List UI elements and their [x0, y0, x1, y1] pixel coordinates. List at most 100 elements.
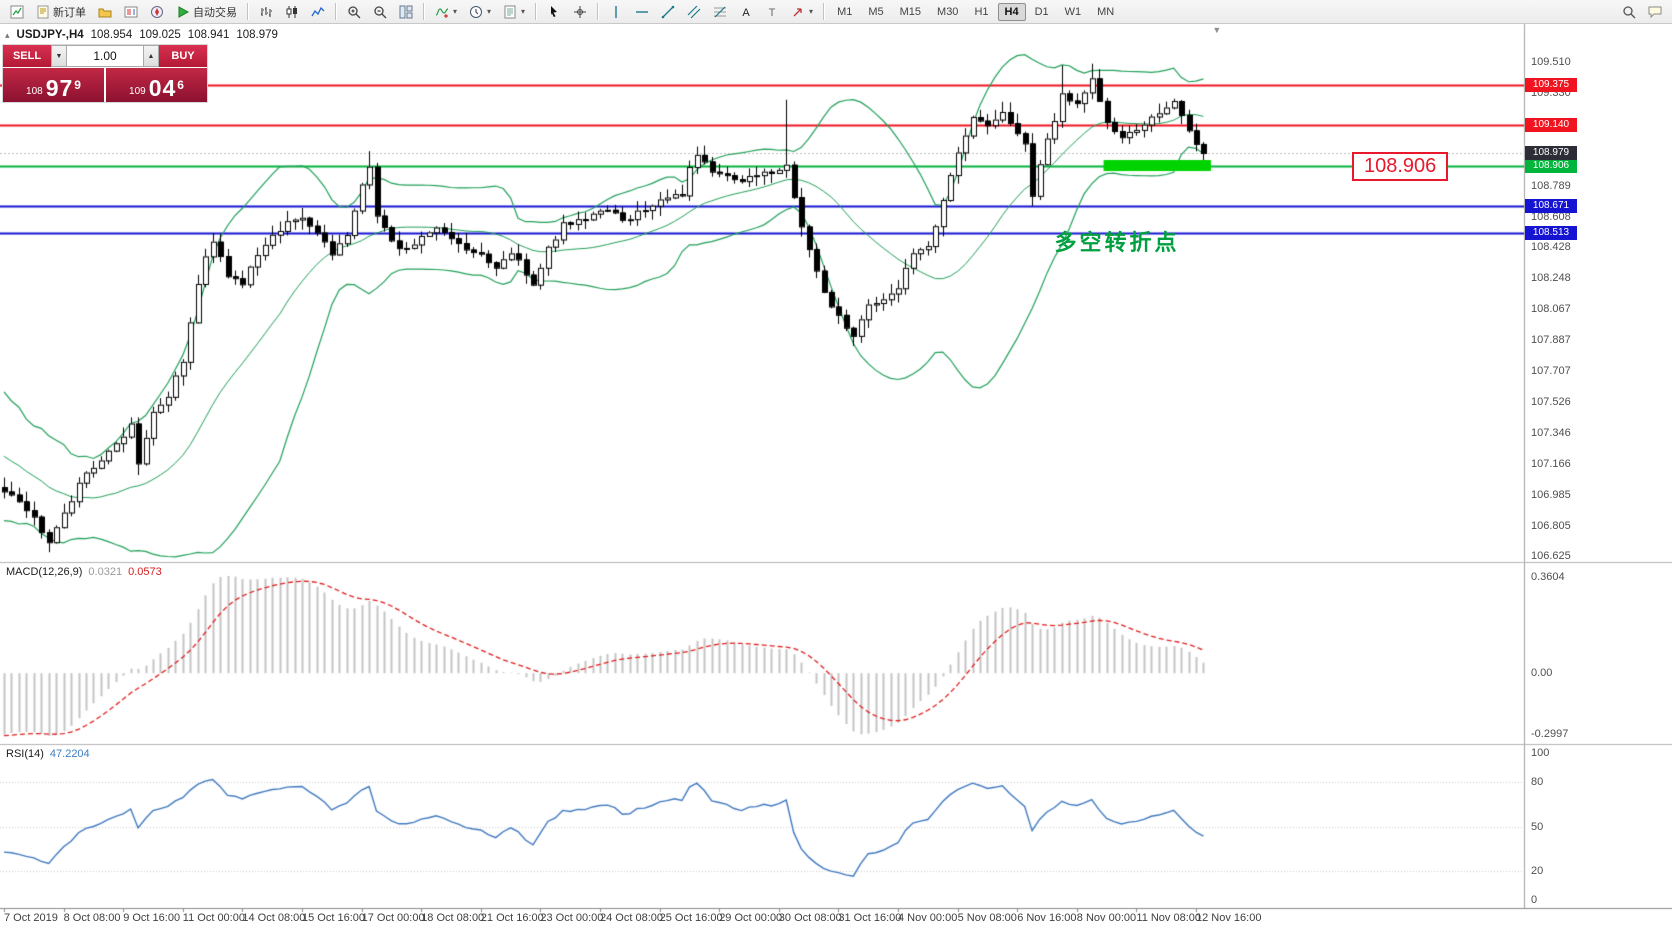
tf-mn-button[interactable]: MN — [1090, 3, 1121, 21]
sell-price-big: 97 — [45, 75, 74, 101]
macd-signal-value: 0.0573 — [128, 566, 162, 578]
date-axis-label: 8 Oct 08:00 — [63, 912, 121, 924]
price-axis-label: 107.526 — [1531, 395, 1571, 408]
price-axis-label: 108.608 — [1531, 210, 1571, 223]
horizontal-line-button[interactable] — [630, 3, 654, 21]
autotrading-button-label: 自动交易 — [193, 6, 237, 19]
volume-increase-button[interactable]: ▲ — [143, 45, 159, 67]
date-axis-label: 12 Nov 16:00 — [1196, 912, 1262, 924]
autotrading-button[interactable]: 自动交易 — [171, 3, 242, 21]
search-icon — [1622, 5, 1636, 19]
date-axis-label: 8 Nov 00:00 — [1076, 912, 1137, 924]
neworder-icon — [36, 5, 50, 19]
rsi-scale-label: 100 — [1531, 747, 1550, 759]
zoom-in-button[interactable] — [342, 3, 366, 21]
chart-line-button[interactable] — [306, 3, 330, 21]
channel-icon — [687, 5, 701, 19]
macd-main-value: 0.0321 — [88, 566, 123, 578]
tf-h4-button[interactable]: H4 — [997, 2, 1026, 21]
date-axis-label: 4 Nov 00:00 — [898, 912, 958, 924]
crosshair-icon — [573, 5, 587, 19]
date-axis-label: 11 Nov 08:00 — [1136, 912, 1202, 924]
search-button[interactable] — [1617, 3, 1641, 21]
price-line-tag: 108.671 — [1525, 198, 1577, 213]
chat-button[interactable] — [1643, 3, 1667, 21]
crosshair-button[interactable] — [568, 3, 592, 21]
sell-price-sup: 9 — [74, 78, 81, 92]
tile-windows-button[interactable] — [394, 3, 418, 21]
trendline-button[interactable] — [656, 3, 680, 21]
texta-icon: A — [739, 5, 753, 19]
tf-m30-button[interactable]: M30 — [930, 3, 965, 21]
text-button[interactable]: A — [734, 3, 758, 21]
one-click-collapse-icon[interactable]: ▴ — [5, 29, 10, 40]
chat-icon — [1648, 5, 1662, 19]
turning-point-annotation[interactable]: 多空转折点 — [1054, 229, 1180, 255]
toolbar-separator — [423, 3, 425, 20]
chart-symbol-info: ▴ USDJPY-,H4 108.954 109.025 108.941 108… — [5, 29, 278, 41]
toolbar-separator — [597, 3, 600, 20]
profiles-icon — [98, 5, 112, 19]
zoom-out-button[interactable] — [368, 3, 392, 21]
arrows-button[interactable]: ▾ — [786, 3, 818, 21]
price-axis-label: 106.625 — [1531, 550, 1571, 563]
tf-w1-button[interactable]: W1 — [1058, 3, 1089, 21]
toolbar-separator — [823, 3, 826, 20]
volume-decrease-button[interactable]: ▼ — [51, 45, 67, 67]
high-value: 109.025 — [139, 29, 181, 41]
tf-m5-button[interactable]: M5 — [861, 3, 890, 21]
price-axis-label: 108.248 — [1531, 272, 1571, 285]
price-axis-label: 106.985 — [1531, 488, 1571, 501]
periods-button[interactable]: ▾ — [464, 3, 496, 21]
chart-shift-marker[interactable]: ▼ — [1212, 25, 1222, 35]
new-order-button[interactable]: 新订单 — [31, 3, 91, 21]
chart-candles-button[interactable] — [280, 3, 304, 21]
navigator-button[interactable] — [145, 3, 169, 21]
price-callout-label[interactable]: 108.906 — [1352, 151, 1449, 181]
price-axis-label: 108.428 — [1531, 241, 1571, 254]
channel-button[interactable] — [682, 3, 706, 21]
volume-input[interactable]: 1.00 — [67, 45, 143, 67]
tf-m15-button[interactable]: M15 — [893, 3, 928, 21]
tf-d1-button[interactable]: D1 — [1028, 3, 1056, 21]
tf-m5-button-label: M5 — [868, 5, 884, 18]
label-button[interactable]: T — [760, 3, 784, 21]
market-watch-button[interactable] — [119, 3, 143, 21]
tf-h1-button[interactable]: H1 — [967, 3, 995, 21]
date-axis-label: 14 Oct 08:00 — [242, 912, 306, 924]
fibonacci-button[interactable] — [708, 3, 732, 21]
tf-m1-button-label: M1 — [837, 5, 853, 18]
tf-h1-button-label: H1 — [974, 5, 989, 18]
tf-d1-button-label: D1 — [1034, 5, 1049, 18]
cursor-button[interactable] — [542, 3, 566, 21]
new-order-button-label: 新订单 — [53, 6, 86, 19]
rsi-scale-label: 50 — [1531, 820, 1544, 833]
price-axis-label: 106.805 — [1531, 519, 1571, 532]
new-chart-button[interactable] — [5, 3, 29, 21]
close-value: 108.979 — [236, 29, 278, 41]
indicators-button[interactable]: ▾ — [430, 3, 462, 21]
buy-price-button[interactable]: 109 04 6 — [106, 68, 207, 102]
macd-scale-max: 0.3604 — [1531, 571, 1565, 583]
chart-bars-button[interactable] — [254, 3, 278, 21]
labelT-icon: T — [765, 5, 779, 19]
sell-price-button[interactable]: 108 97 9 — [3, 68, 104, 102]
play-icon — [176, 5, 190, 19]
buy-button[interactable]: BUY — [159, 45, 207, 67]
date-axis-label: 15 Oct 16:00 — [302, 912, 365, 924]
chevron-down-icon: ▾ — [521, 7, 526, 16]
vertical-line-button[interactable] — [604, 3, 628, 21]
profiles-button[interactable] — [93, 3, 117, 21]
date-axis-label: 9 Oct 16:00 — [123, 912, 181, 924]
macd-name: MACD(12,26,9) — [6, 566, 83, 578]
rsi-panel-label: RSI(14) 47.2204 — [6, 748, 90, 760]
price-line-tag: 109.375 — [1525, 78, 1577, 93]
tf-m1-button[interactable]: M1 — [830, 3, 859, 21]
price-axis-label: 107.887 — [1531, 334, 1571, 347]
fibo-icon — [713, 5, 727, 19]
date-axis-label: 31 Oct 16:00 — [838, 912, 902, 924]
tile-icon — [399, 5, 413, 19]
templates-button[interactable]: ▾ — [498, 3, 530, 21]
sell-button[interactable]: SELL — [3, 45, 51, 67]
